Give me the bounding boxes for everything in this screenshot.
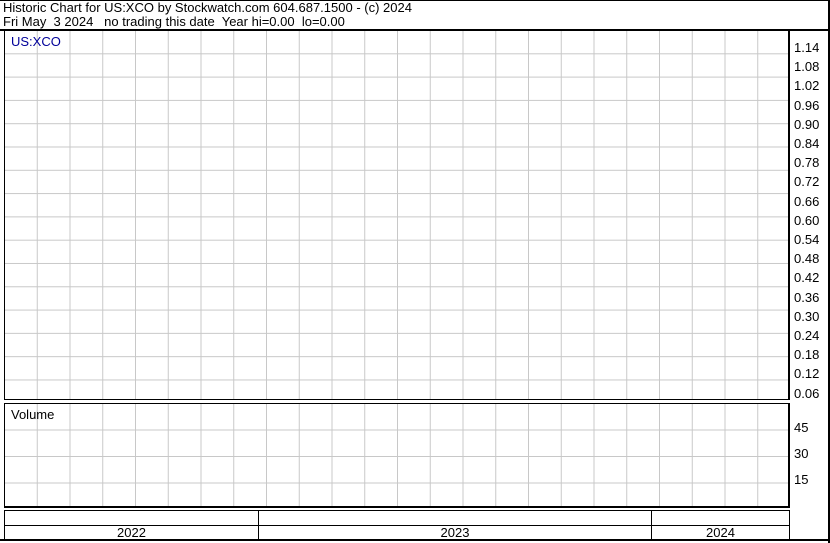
price-tick-label: 0.66: [794, 193, 820, 209]
price-tick-label: 1.08: [794, 59, 820, 75]
month-cell: [652, 511, 789, 525]
year-cell: 2024: [706, 526, 735, 539]
price-tick-label: 0.12: [794, 366, 820, 382]
price-tick-label: 0.84: [794, 136, 820, 151]
year-cell: 2022: [5, 526, 259, 539]
price-tick-label: 0.72: [794, 174, 820, 190]
price-tick-label: 0.54: [794, 232, 820, 247]
price-tick-label: 0.06: [794, 385, 820, 401]
price-tick-label: 0.24: [794, 328, 820, 343]
price-tick-label: 1.14: [794, 40, 820, 55]
top-border: [0, 0, 830, 1]
chart-header: Historic Chart for US:XCO by Stockwatch.…: [3, 1, 412, 29]
price-tick-label: 0.42: [794, 270, 820, 286]
bottom-border: [0, 539, 830, 541]
price-tick-label: 0.78: [794, 155, 820, 171]
price-chart-panel: US:XCO: [4, 31, 790, 400]
volume-label: Volume: [11, 407, 55, 422]
price-tick-label: 0.90: [794, 116, 820, 132]
chart-title: Historic Chart for US:XCO by Stockwatch.…: [3, 0, 412, 15]
price-tick-label: 0.60: [794, 212, 820, 228]
symbol-label: US:XCO: [11, 34, 61, 49]
price-tick-label: 0.36: [794, 289, 820, 305]
year-cell: 2023: [259, 526, 652, 539]
right-border: [828, 0, 830, 543]
month-cell: [259, 511, 652, 525]
timeline-month-row: [4, 510, 790, 526]
volume-tick-label: 30: [794, 446, 809, 461]
volume-tick-label: 15: [794, 472, 809, 487]
volume-tick-label: 45: [794, 420, 809, 435]
price-tick-label: 0.48: [794, 251, 820, 267]
price-tick-label: 0.96: [794, 97, 820, 113]
timeline-year-row: 2022 2023 2024: [4, 526, 790, 539]
price-tick-label: 0.30: [794, 308, 820, 324]
header-divider: [0, 29, 830, 31]
month-cell: [5, 511, 259, 525]
volume-axis-labels: 45 30 15: [793, 0, 827, 543]
price-axis-labels: 1.14 1.08 1.02 0.96 0.90 0.84 0.78 0.72 0.66 0.60…: [793, 0, 827, 543]
volume-panel: Volume: [4, 403, 790, 508]
price-tick-label: 1.02: [794, 78, 820, 94]
price-tick-label: 0.18: [794, 347, 820, 363]
chart-subtitle: Fri May 3 2024 no trading this date Year…: [3, 14, 345, 29]
